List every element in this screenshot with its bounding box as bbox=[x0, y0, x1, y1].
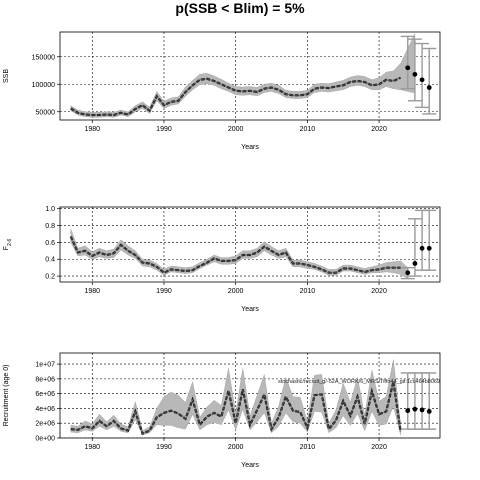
y-tick-label: 2e+06 bbox=[35, 421, 55, 428]
annotation-text: stochastic/recruit_g/-52A_WORK/6_MRS/Tif… bbox=[278, 379, 440, 385]
projection-point bbox=[405, 270, 411, 276]
projection-point bbox=[412, 71, 418, 77]
projection-point bbox=[426, 245, 432, 251]
x-tick-label: 1980 bbox=[84, 126, 100, 133]
y-tick-label: 150000 bbox=[32, 54, 55, 61]
panel-frame bbox=[59, 206, 441, 283]
projection-point bbox=[412, 261, 418, 266]
y-tick-label: 0e+00 bbox=[35, 436, 55, 443]
projection-point bbox=[419, 77, 425, 83]
y-axis-title: SSB bbox=[3, 69, 10, 83]
y-tick-label: 100000 bbox=[32, 82, 55, 89]
y-tick-label: 1.0 bbox=[45, 206, 55, 213]
projection-point bbox=[412, 406, 418, 412]
x-tick-label: 2020 bbox=[371, 444, 387, 451]
y-tick-label: 0.4 bbox=[45, 257, 55, 264]
x-tick-label: 2000 bbox=[228, 288, 244, 295]
x-tick-label: 2010 bbox=[300, 126, 316, 133]
projection-point bbox=[405, 65, 411, 71]
panel-frame bbox=[59, 352, 441, 439]
f-panel: 1980 1990 2000 2010 2020 0.2 0.4 0.6 0.8 1.0 Years… bbox=[3, 206, 441, 313]
y-tick-label: 50000 bbox=[36, 109, 56, 116]
y-axis-subscript: 2-6 bbox=[7, 239, 13, 246]
projection-point bbox=[405, 408, 411, 414]
x-tick-label: 1990 bbox=[156, 288, 172, 295]
x-tick-label: 2000 bbox=[228, 126, 244, 133]
projection-point bbox=[419, 245, 425, 251]
x-tick-label: 2000 bbox=[228, 444, 244, 451]
plot-area bbox=[70, 359, 437, 436]
y-tick-label: 6e+06 bbox=[35, 391, 55, 398]
x-tick-label: 2010 bbox=[300, 444, 316, 451]
grid bbox=[60, 207, 440, 282]
x-tick-label: 2010 bbox=[300, 288, 316, 295]
x-axis-title: Years bbox=[241, 462, 259, 469]
x-axis-title: Years bbox=[241, 144, 259, 151]
x-tick-label: 2020 bbox=[371, 126, 387, 133]
plot-area bbox=[69, 209, 437, 280]
recruitment-panel: 1980 1990 2000 2010 2020 0e+00 2e+06 4e+06 6e+06… bbox=[3, 352, 441, 469]
y-tick-label: 8e+06 bbox=[35, 376, 55, 383]
y-tick-label: 4e+06 bbox=[35, 406, 55, 413]
y-tick-label: 0.2 bbox=[45, 274, 55, 281]
x-tick-label: 1980 bbox=[84, 288, 100, 295]
confidence-band bbox=[70, 33, 416, 118]
y-axis-title: F2-6 bbox=[3, 239, 13, 251]
panel-frame bbox=[59, 31, 441, 121]
y-axis-title: Recruitment (age 0) bbox=[3, 365, 10, 427]
figure-title: p(SSB < Blim) = 5% bbox=[175, 0, 305, 16]
x-tick-label: 1990 bbox=[156, 126, 172, 133]
x-tick-label: 2020 bbox=[371, 288, 387, 295]
median-line-core bbox=[70, 77, 401, 116]
y-tick-label: 1e+07 bbox=[35, 362, 55, 369]
confidence-band bbox=[70, 359, 401, 436]
projection-point bbox=[426, 408, 432, 414]
median-line-core bbox=[70, 381, 401, 435]
projection-point bbox=[419, 407, 425, 413]
plot-area bbox=[70, 33, 437, 118]
y-tick-label: 0.6 bbox=[45, 240, 55, 247]
x-tick-label: 1990 bbox=[156, 444, 172, 451]
ssb-panel: 1980 1990 2000 2010 2020 50000 100000 150000 Yea… bbox=[3, 31, 441, 151]
x-tick-label: 1980 bbox=[84, 444, 100, 451]
projection-point bbox=[426, 85, 432, 90]
y-tick-label: 0.8 bbox=[45, 223, 55, 230]
x-axis-title: Years bbox=[241, 306, 259, 313]
median-line-core bbox=[70, 236, 401, 274]
